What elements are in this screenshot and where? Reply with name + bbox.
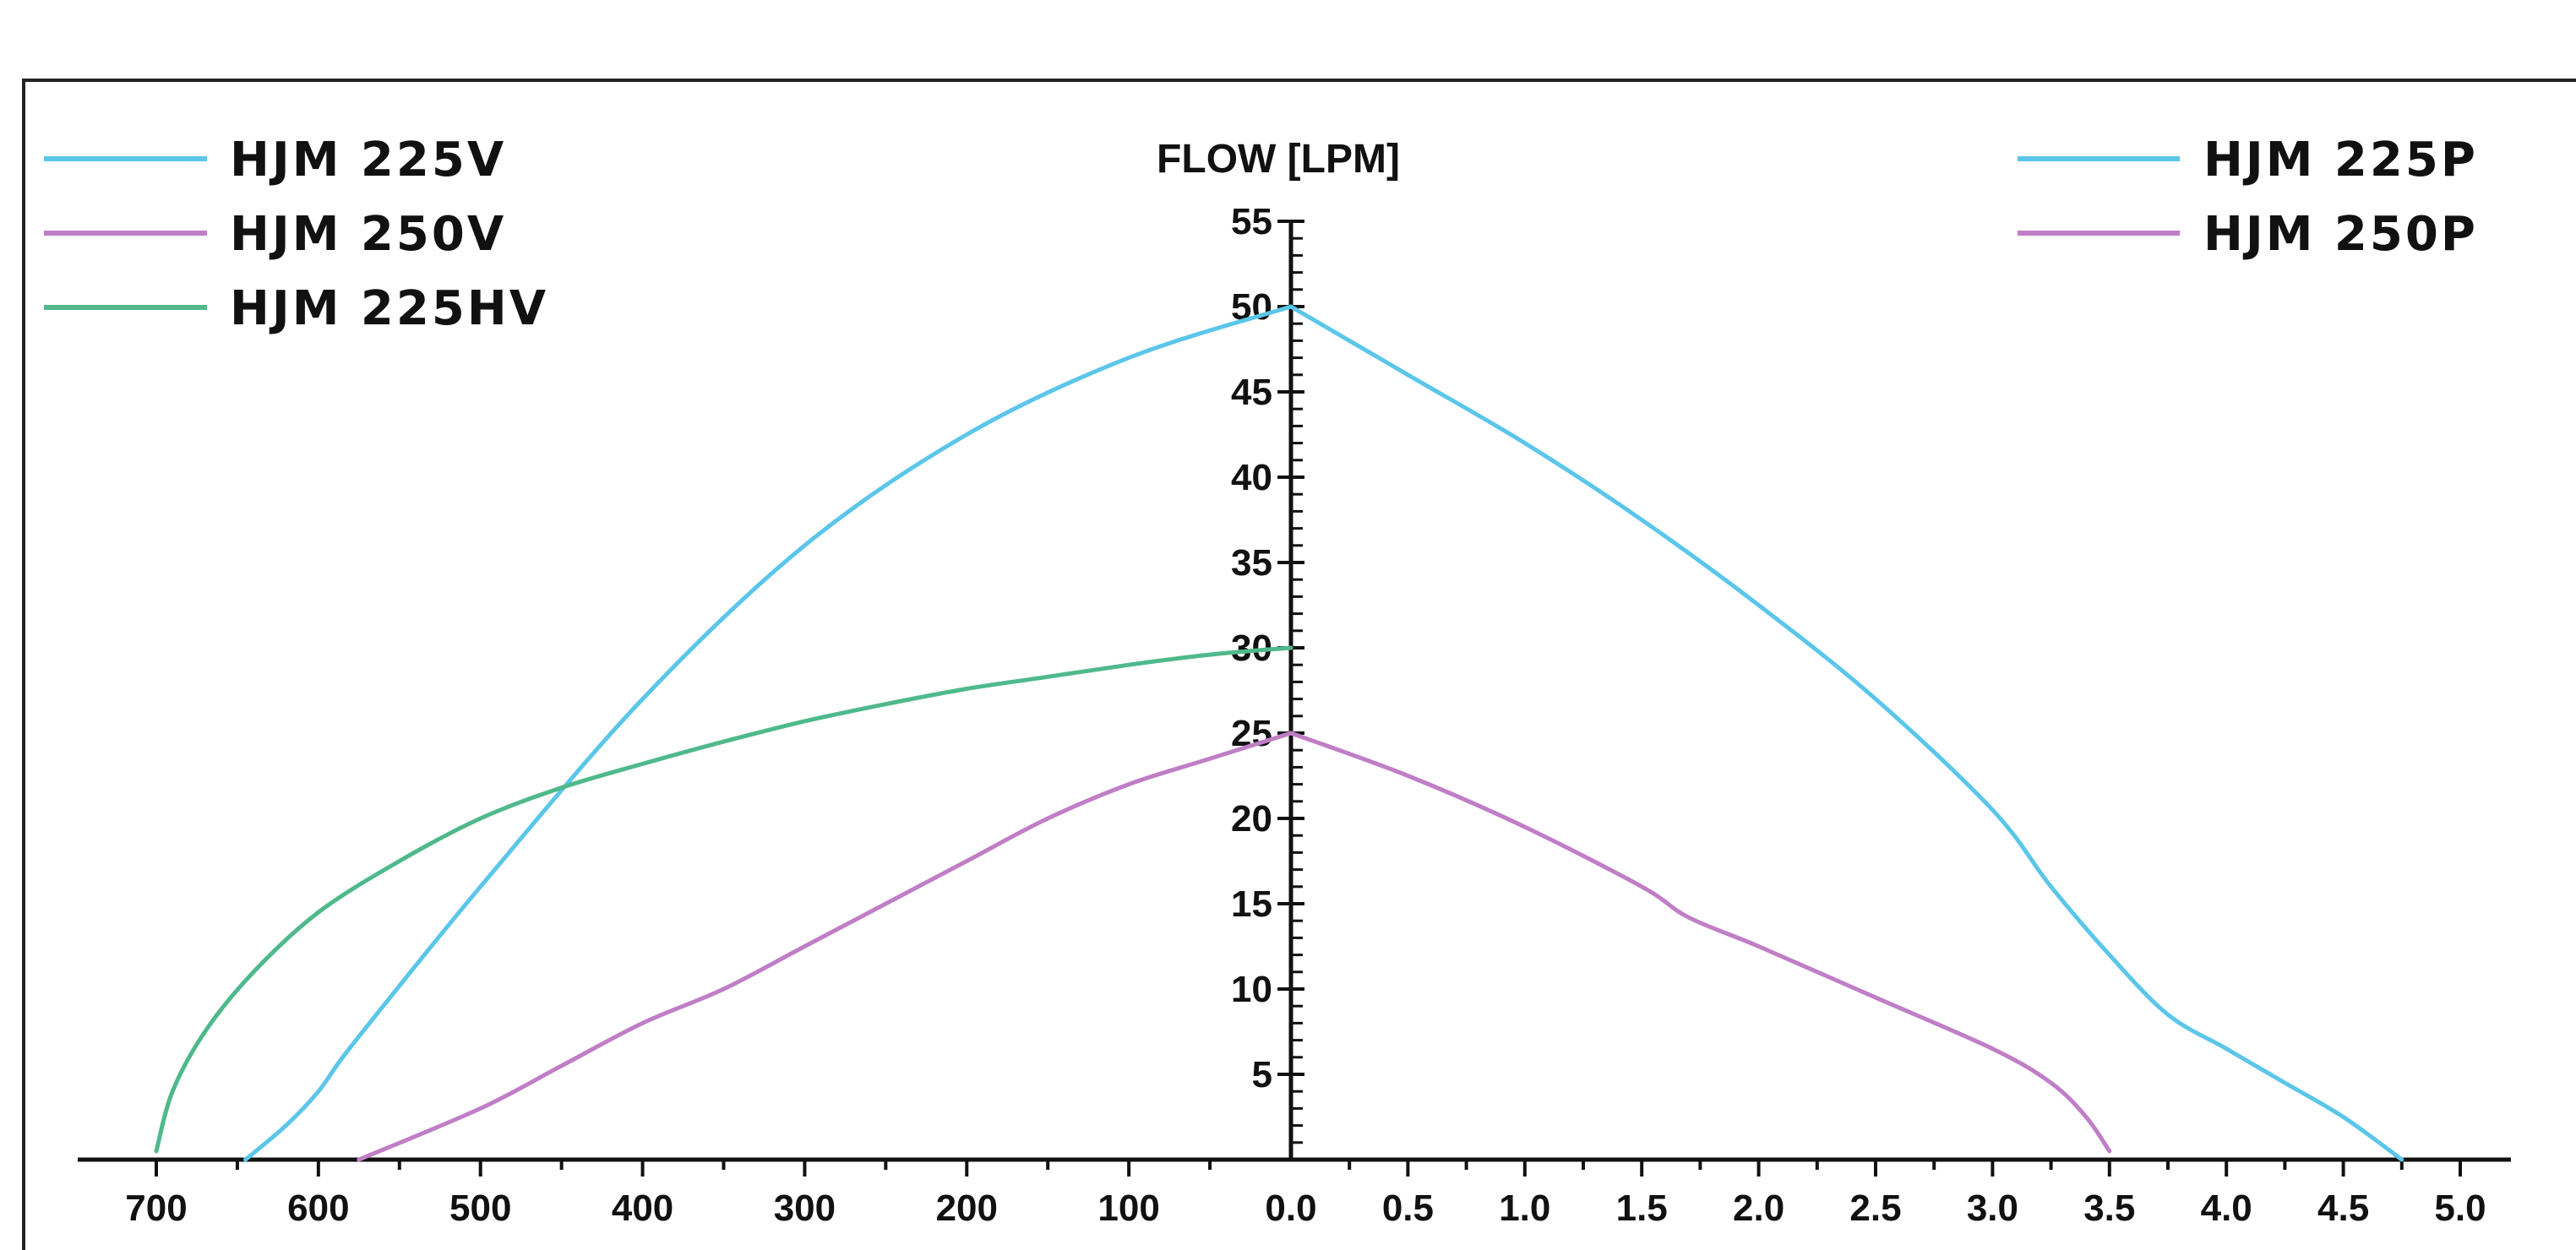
y-tick-label: 45 [1231,372,1272,413]
y-tick-label: 40 [1231,457,1272,498]
series-lines [154,304,2404,1162]
y-tick-label: 55 [1231,201,1272,242]
legend-label-hjm-250p: HJM 250P [2203,207,2478,262]
right-x-tick-label: 4.0 [2201,1188,2252,1229]
y-tick-label: 20 [1231,798,1272,840]
right-x-tick-label: 2.0 [1733,1188,1784,1229]
right-x-tick-label: 0.0 [1265,1188,1316,1229]
right-x-tick-label: 2.5 [1849,1188,1901,1229]
left-x-tick-label: 300 [774,1188,836,1229]
right-x-tick-label: 3.0 [1967,1188,2018,1229]
left-x-tick-label: 500 [449,1188,511,1229]
right-x-tick-label: 1.0 [1499,1188,1550,1229]
left-x-tick-label: 400 [612,1188,673,1229]
series-line-hjm-225hv [154,645,1293,1154]
left-x-tick-label: 600 [287,1188,349,1229]
legend-label-hjm-225p: HJM 225P [2203,133,2478,188]
series-line-hjm-250v [357,731,1293,1162]
left-x-tick-label: 200 [936,1188,998,1229]
y-axis-title: FLOW [LPM] [1157,137,1400,182]
legend-label-hjm-225v: HJM 225V [230,133,506,188]
series-line-hjm-225v [243,304,1293,1162]
right-x-tick-label: 1.5 [1616,1188,1668,1229]
series-line-hjm-225p [1288,304,2404,1162]
series-line-hjm-250p [1288,731,2112,1154]
legend-label-hjm-225hv: HJM 225HV [230,281,548,336]
left-x-tick-label: 100 [1097,1188,1159,1229]
right-x-tick-label: 4.5 [2317,1188,2369,1229]
y-tick-label: 15 [1231,883,1272,925]
y-tick-label: 10 [1231,969,1272,1010]
legend-label-hjm-250v: HJM 250V [230,207,506,262]
legend: HJM 225V HJM 250V HJM 225HV HJM 225P HJM 250… [44,133,2478,336]
right-x-tick-label: 3.5 [2083,1188,2135,1229]
right-x-tick-label: 0.5 [1382,1188,1434,1229]
right-x-tick-label: 5.0 [2434,1188,2486,1229]
y-tick-label: 5 [1252,1054,1272,1095]
left-x-tick-label: 700 [125,1188,187,1229]
y-tick-label: 35 [1231,542,1272,584]
